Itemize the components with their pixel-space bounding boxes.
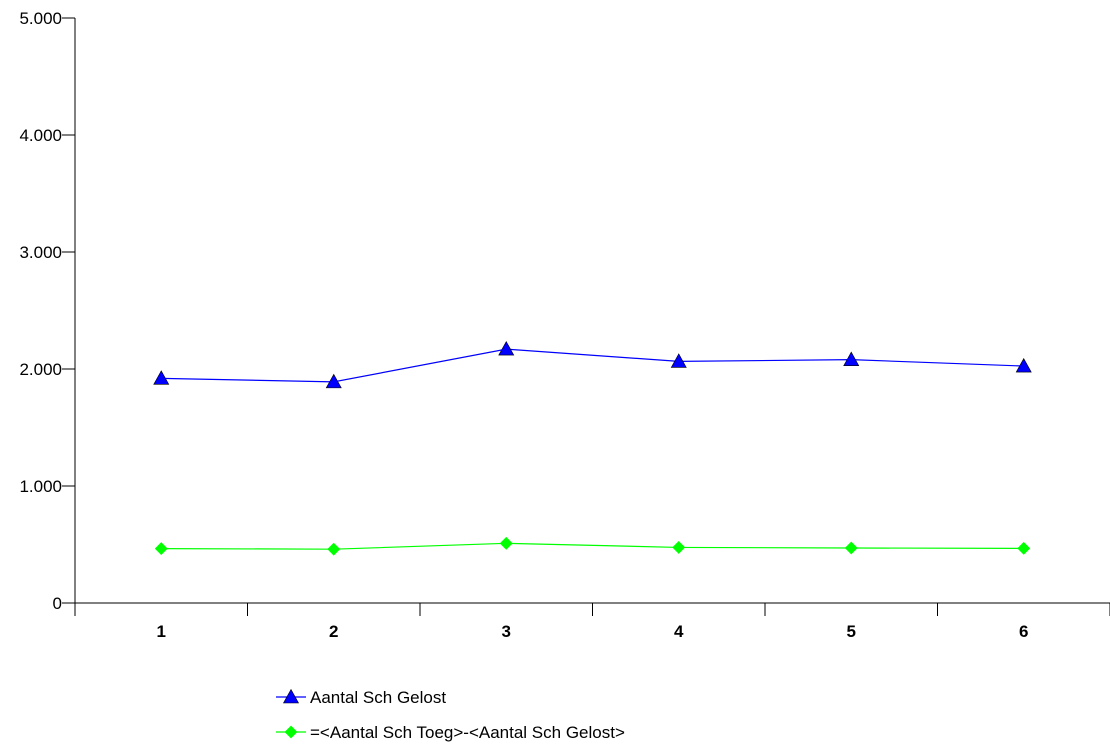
data-point <box>499 536 513 550</box>
legend: Aantal Sch Gelost =<Aantal Sch Toeg>-<Aan… <box>276 688 625 742</box>
legend-label: Aantal Sch Gelost <box>310 688 446 707</box>
y-axis-ticks: 0 1.000 2.000 3.000 4.000 5.000 <box>19 9 75 613</box>
series-line <box>161 348 1024 383</box>
data-point <box>1017 541 1031 555</box>
x-tick-label: 3 <box>502 622 511 641</box>
data-point <box>672 541 686 554</box>
data-point <box>844 541 858 555</box>
data-point <box>325 373 342 389</box>
data-point <box>498 340 515 356</box>
y-tick-label: 4.000 <box>19 126 62 145</box>
x-tick-label: 2 <box>329 622 338 641</box>
legend-label: =<Aantal Sch Toeg>-<Aantal Sch Gelost> <box>310 723 625 742</box>
data-point <box>843 351 860 366</box>
y-tick-label: 3.000 <box>19 243 62 262</box>
data-point <box>154 542 168 556</box>
legend-item: Aantal Sch Gelost <box>276 688 446 707</box>
y-tick-label: 1.000 <box>19 477 62 496</box>
series-layer <box>153 340 1032 556</box>
x-tick-label: 5 <box>847 622 856 641</box>
data-point <box>670 353 687 368</box>
legend-marker <box>282 688 300 704</box>
series-line <box>161 542 1024 550</box>
x-tick-label: 6 <box>1019 622 1028 641</box>
data-point <box>327 542 341 556</box>
y-tick-label: 2.000 <box>19 360 62 379</box>
data-point <box>153 370 170 385</box>
y-tick-label: 0 <box>53 594 62 613</box>
x-axis-ticks: 1 2 3 4 5 6 <box>74 603 1110 641</box>
axes <box>74 18 1110 604</box>
legend-marker <box>284 725 298 739</box>
series-1 <box>153 340 1032 389</box>
x-tick-label: 1 <box>157 622 166 641</box>
data-point <box>1015 357 1032 373</box>
legend-item: =<Aantal Sch Toeg>-<Aantal Sch Gelost> <box>276 723 625 742</box>
x-tick-label: 4 <box>674 622 684 641</box>
series-2 <box>154 536 1031 556</box>
y-tick-label: 5.000 <box>19 9 62 28</box>
